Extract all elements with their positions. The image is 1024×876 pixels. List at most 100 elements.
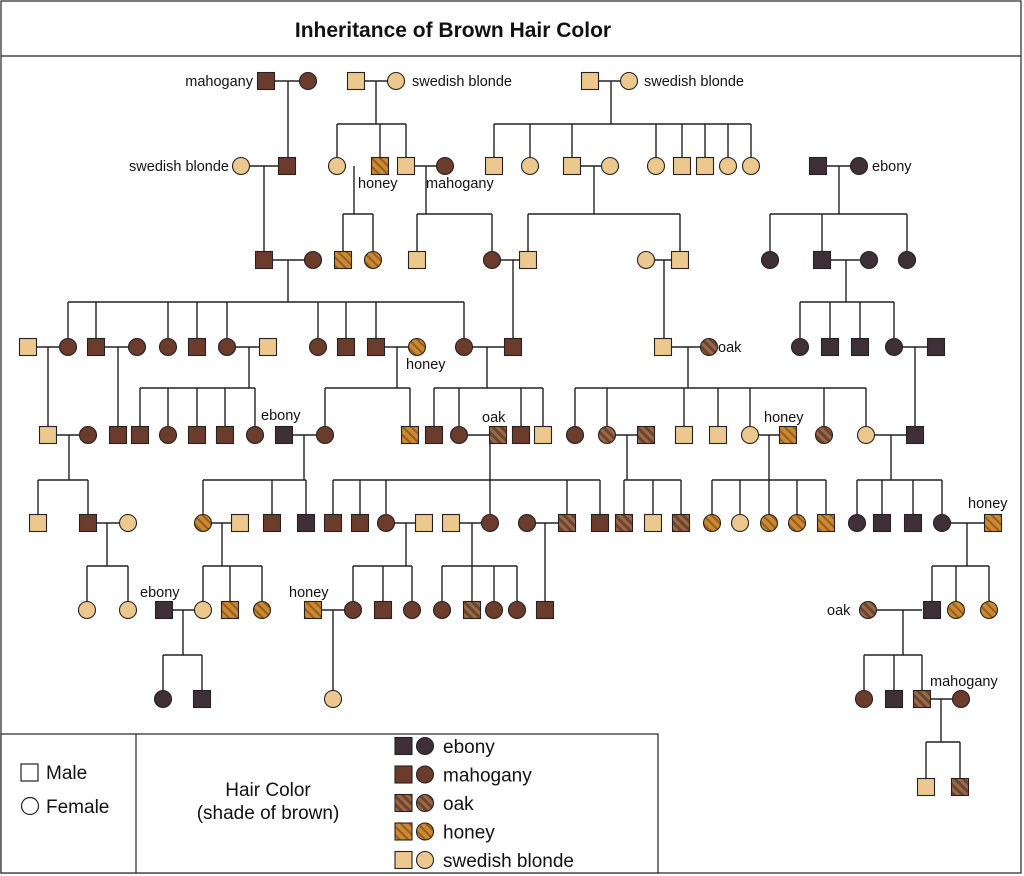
legend-ebony-label: ebony [443,737,495,758]
female-mahogany [217,337,237,357]
male-swedish-blonde [653,337,673,357]
female-swedish-blonde [231,156,251,176]
male-mahogany [130,425,150,445]
male-swedish-blonde [695,156,715,176]
male-mahogany [78,513,98,533]
female-swedish-blonde [741,156,761,176]
female-mahogany [78,425,98,445]
male-swedish-blonde [38,425,58,445]
male-honey [983,513,1003,533]
legend-blonde-label: swedish blonde [443,851,574,872]
male-mahogany [108,425,128,445]
male-oak [462,600,482,620]
male-mahogany [503,337,523,357]
male-swedish-blonde [708,425,728,445]
male-swedish-blonde [643,513,663,533]
female-mahogany [480,513,500,533]
shade-label: ebony [872,159,912,175]
legend-ebony-female [415,736,435,756]
male-oak [671,513,691,533]
shade-label: oak [482,410,506,426]
male-ebony [922,600,942,620]
connector-lines [36,80,990,778]
male-swedish-blonde [916,777,936,797]
legend-female-symbol [20,796,40,816]
male-swedish-blonde [562,156,582,176]
female-mahogany [308,337,328,357]
female-ebony [897,250,917,270]
legend-shade-rows: ebony mahogany oak honey swedish blonde [394,736,574,872]
female-honey [363,250,383,270]
legend-oak-label: oak [443,794,474,815]
shade-labels: mahogany swedish blonde swedish blonde swed… [129,74,1008,690]
shade-label: oak [718,340,742,356]
shade-label: honey [358,176,398,192]
male-ebony [812,250,832,270]
male-oak [912,689,932,709]
shade-label: ebony [261,408,301,424]
legend-blonde-female [415,850,435,870]
male-ebony [192,689,212,709]
male-honey [333,250,353,270]
female-honey [759,513,779,533]
male-mahogany [511,425,531,445]
male-ebony [850,337,870,357]
legend-mahogany-male [394,765,413,784]
female-honey [193,513,213,533]
female-swedish-blonde [619,71,639,91]
male-ebony [872,513,892,533]
legend-hair-color-title: Hair Color [225,780,311,801]
shade-label: mahogany [426,176,494,192]
female-swedish-blonde [740,425,760,445]
male-mahogany [256,71,276,91]
male-mahogany [254,250,274,270]
female-mahogany [484,600,504,620]
female-swedish-blonde [118,600,138,620]
legend-mahogany-label: mahogany [443,766,532,787]
female-swedish-blonde [856,425,876,445]
shade-label: swedish blonde [129,159,229,175]
shade-label: honey [289,585,329,601]
male-ebony [926,337,946,357]
female-mahogany [343,600,363,620]
female-mahogany [376,513,396,533]
female-swedish-blonde [77,600,97,620]
male-mahogany [590,513,610,533]
male-honey [778,425,798,445]
female-mahogany [432,600,452,620]
legend-mahogany-female [415,765,435,784]
shade-label: oak [827,603,851,619]
male-oak [636,425,656,445]
shade-label: honey [764,410,804,426]
male-mahogany [366,337,386,357]
male-swedish-blonde [258,337,278,357]
female-swedish-blonde [323,689,343,709]
male-swedish-blonde [18,337,38,357]
female-mahogany [158,337,178,357]
female-ebony [153,689,173,709]
male-mahogany [336,337,356,357]
male-ebony [905,425,925,445]
male-honey [220,600,240,620]
female-mahogany [303,250,323,270]
female-ebony [847,513,867,533]
female-swedish-blonde [327,156,347,176]
legend-blonde-male [394,850,413,870]
male-swedish-blonde [484,156,504,176]
female-mahogany [158,425,178,445]
legend-honey-female [415,822,435,841]
male-swedish-blonde [674,425,694,445]
male-ebony [154,600,174,620]
legend-honey-male [394,822,413,841]
male-swedish-blonde [396,156,416,176]
female-mahogany [454,337,474,357]
female-mahogany [402,600,422,620]
female-swedish-blonde [636,250,656,270]
female-mahogany [565,425,585,445]
male-swedish-blonde [346,71,366,91]
female-mahogany [507,600,527,620]
legend-box [0,733,659,874]
shade-label: honey [406,357,446,373]
male-mahogany [535,600,555,620]
